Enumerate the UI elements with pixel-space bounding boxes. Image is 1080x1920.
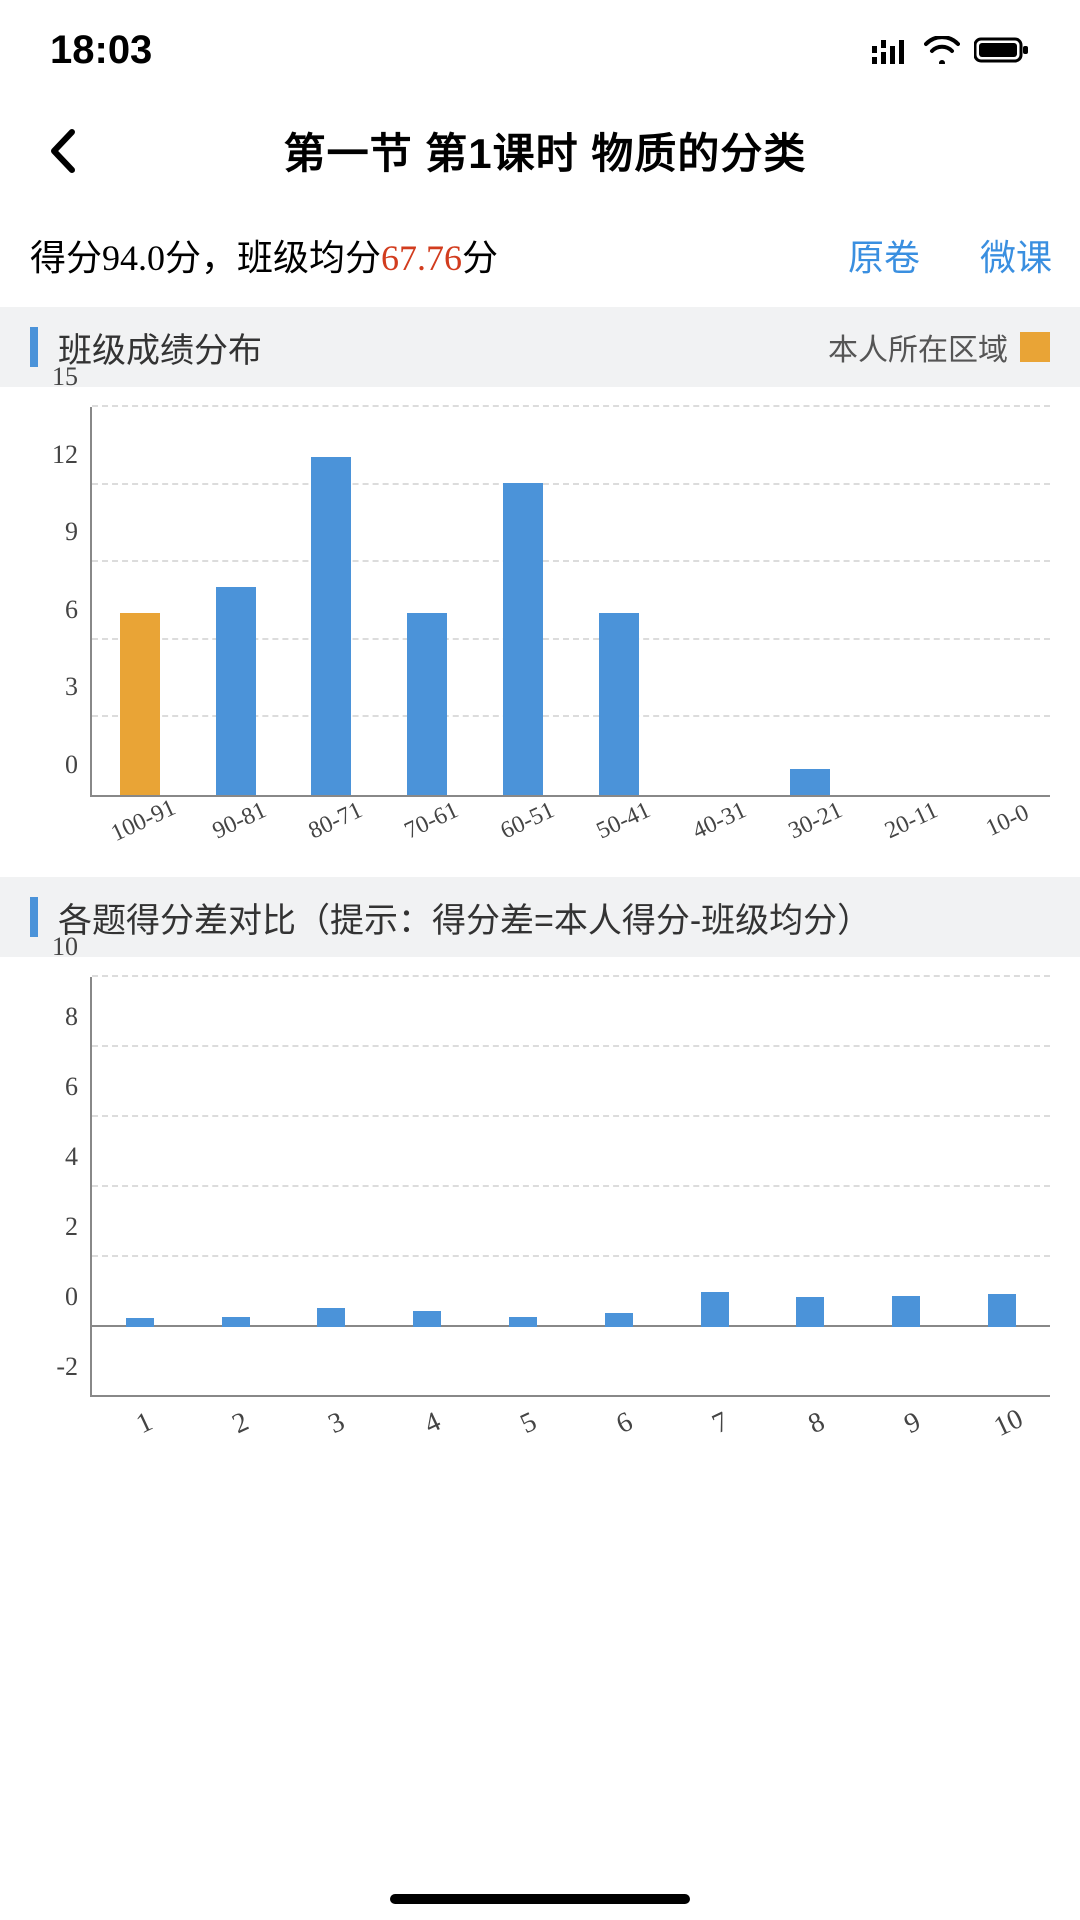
signal-icon (872, 36, 910, 64)
x-tick-label: 2 (228, 1406, 254, 1441)
x-tick-label: 90-81 (209, 797, 271, 845)
status-bar: 18:03 (0, 0, 1080, 100)
wifi-icon (924, 36, 960, 64)
x-tick-label: 3 (324, 1406, 350, 1441)
x-tick-label: 10 (989, 1403, 1028, 1444)
bar (413, 1311, 441, 1327)
status-icons (872, 36, 1030, 64)
y-tick-label: 12 (52, 440, 92, 470)
bar (509, 1317, 537, 1328)
class-avg: 67.76 (381, 238, 462, 278)
bar (126, 1318, 154, 1327)
bar (701, 1292, 729, 1327)
bar (317, 1308, 345, 1327)
page-title: 第一节 第1课时 物质的分类 (90, 120, 1000, 181)
score-summary-row: 得分94.0分，班级均分67.76分 原卷 微课 (0, 211, 1080, 307)
x-tick-label: 8 (804, 1406, 830, 1441)
section-header-distribution: 班级成绩分布 本人所在区域 (0, 307, 1080, 387)
y-tick-label: -2 (56, 1352, 92, 1382)
bar (503, 483, 543, 795)
my-score: 94.0 (102, 238, 165, 278)
section-title-distribution: 班级成绩分布 (58, 323, 828, 372)
bar (892, 1296, 920, 1328)
x-tick-label: 6 (612, 1406, 638, 1441)
bar (216, 587, 256, 795)
y-tick-label: 6 (65, 1072, 92, 1102)
nav-bar: 第一节 第1课时 物质的分类 (0, 100, 1080, 211)
legend-swatch (1020, 332, 1050, 362)
class-score-distribution-chart: 03691215 100-9190-8180-7170-6160-5150-41… (20, 407, 1060, 867)
bar (311, 457, 351, 795)
x-tick-label: 40-31 (689, 797, 751, 845)
y-tick-label: 0 (65, 1282, 92, 1312)
bar (796, 1297, 824, 1327)
original-paper-link[interactable]: 原卷 (848, 229, 920, 281)
back-icon[interactable] (40, 126, 90, 176)
micro-lesson-link[interactable]: 微课 (980, 229, 1052, 281)
legend-label: 本人所在区域 (828, 325, 1008, 369)
y-tick-label: 8 (65, 1002, 92, 1032)
home-indicator (390, 1894, 690, 1904)
score-links: 原卷 微课 (848, 229, 1052, 281)
y-tick-label: 6 (65, 595, 92, 625)
x-tick-label: 80-71 (305, 797, 367, 845)
y-tick-label: 3 (65, 672, 92, 702)
score-diff-chart: -20246810 12345678910 (20, 977, 1060, 1467)
x-tick-label: 9 (900, 1406, 926, 1441)
y-tick-label: 9 (65, 517, 92, 547)
x-tick-label: 70-61 (401, 797, 463, 845)
section-accent (30, 897, 38, 937)
x-tick-label: 1 (132, 1406, 158, 1441)
y-tick-label: 2 (65, 1212, 92, 1242)
x-tick-label: 50-41 (593, 797, 655, 845)
score-mid: 分，班级均分 (165, 238, 381, 278)
x-tick-label: 4 (420, 1406, 446, 1441)
y-tick-label: 4 (65, 1142, 92, 1172)
bar (222, 1317, 250, 1328)
score-text: 得分94.0分，班级均分67.76分 (30, 229, 848, 281)
bar (120, 613, 160, 795)
status-time: 18:03 (50, 28, 152, 73)
bar (988, 1294, 1016, 1327)
x-tick-label: 60-51 (497, 797, 559, 845)
section-header-diff: 各题得分差对比（提示：得分差=本人得分-班级均分） (0, 877, 1080, 957)
x-tick-label: 5 (516, 1406, 542, 1441)
score-suffix: 分 (462, 238, 498, 278)
y-tick-label: 15 (52, 362, 92, 392)
battery-icon (974, 36, 1030, 64)
y-tick-label: 10 (52, 932, 92, 962)
bar (599, 613, 639, 795)
score-prefix: 得分 (30, 238, 102, 278)
x-tick-label: 100-91 (107, 795, 180, 848)
y-tick-label: 0 (65, 750, 92, 780)
x-tick-label: 30-21 (785, 797, 847, 845)
section-accent (30, 327, 38, 367)
bar (407, 613, 447, 795)
section-title-diff: 各题得分差对比（提示：得分差=本人得分-班级均分） (58, 893, 1050, 942)
x-tick-label: 7 (708, 1406, 734, 1441)
bar (605, 1313, 633, 1327)
bar (790, 769, 830, 795)
x-tick-label: 10-0 (982, 800, 1033, 843)
x-tick-label: 20-11 (881, 797, 942, 845)
